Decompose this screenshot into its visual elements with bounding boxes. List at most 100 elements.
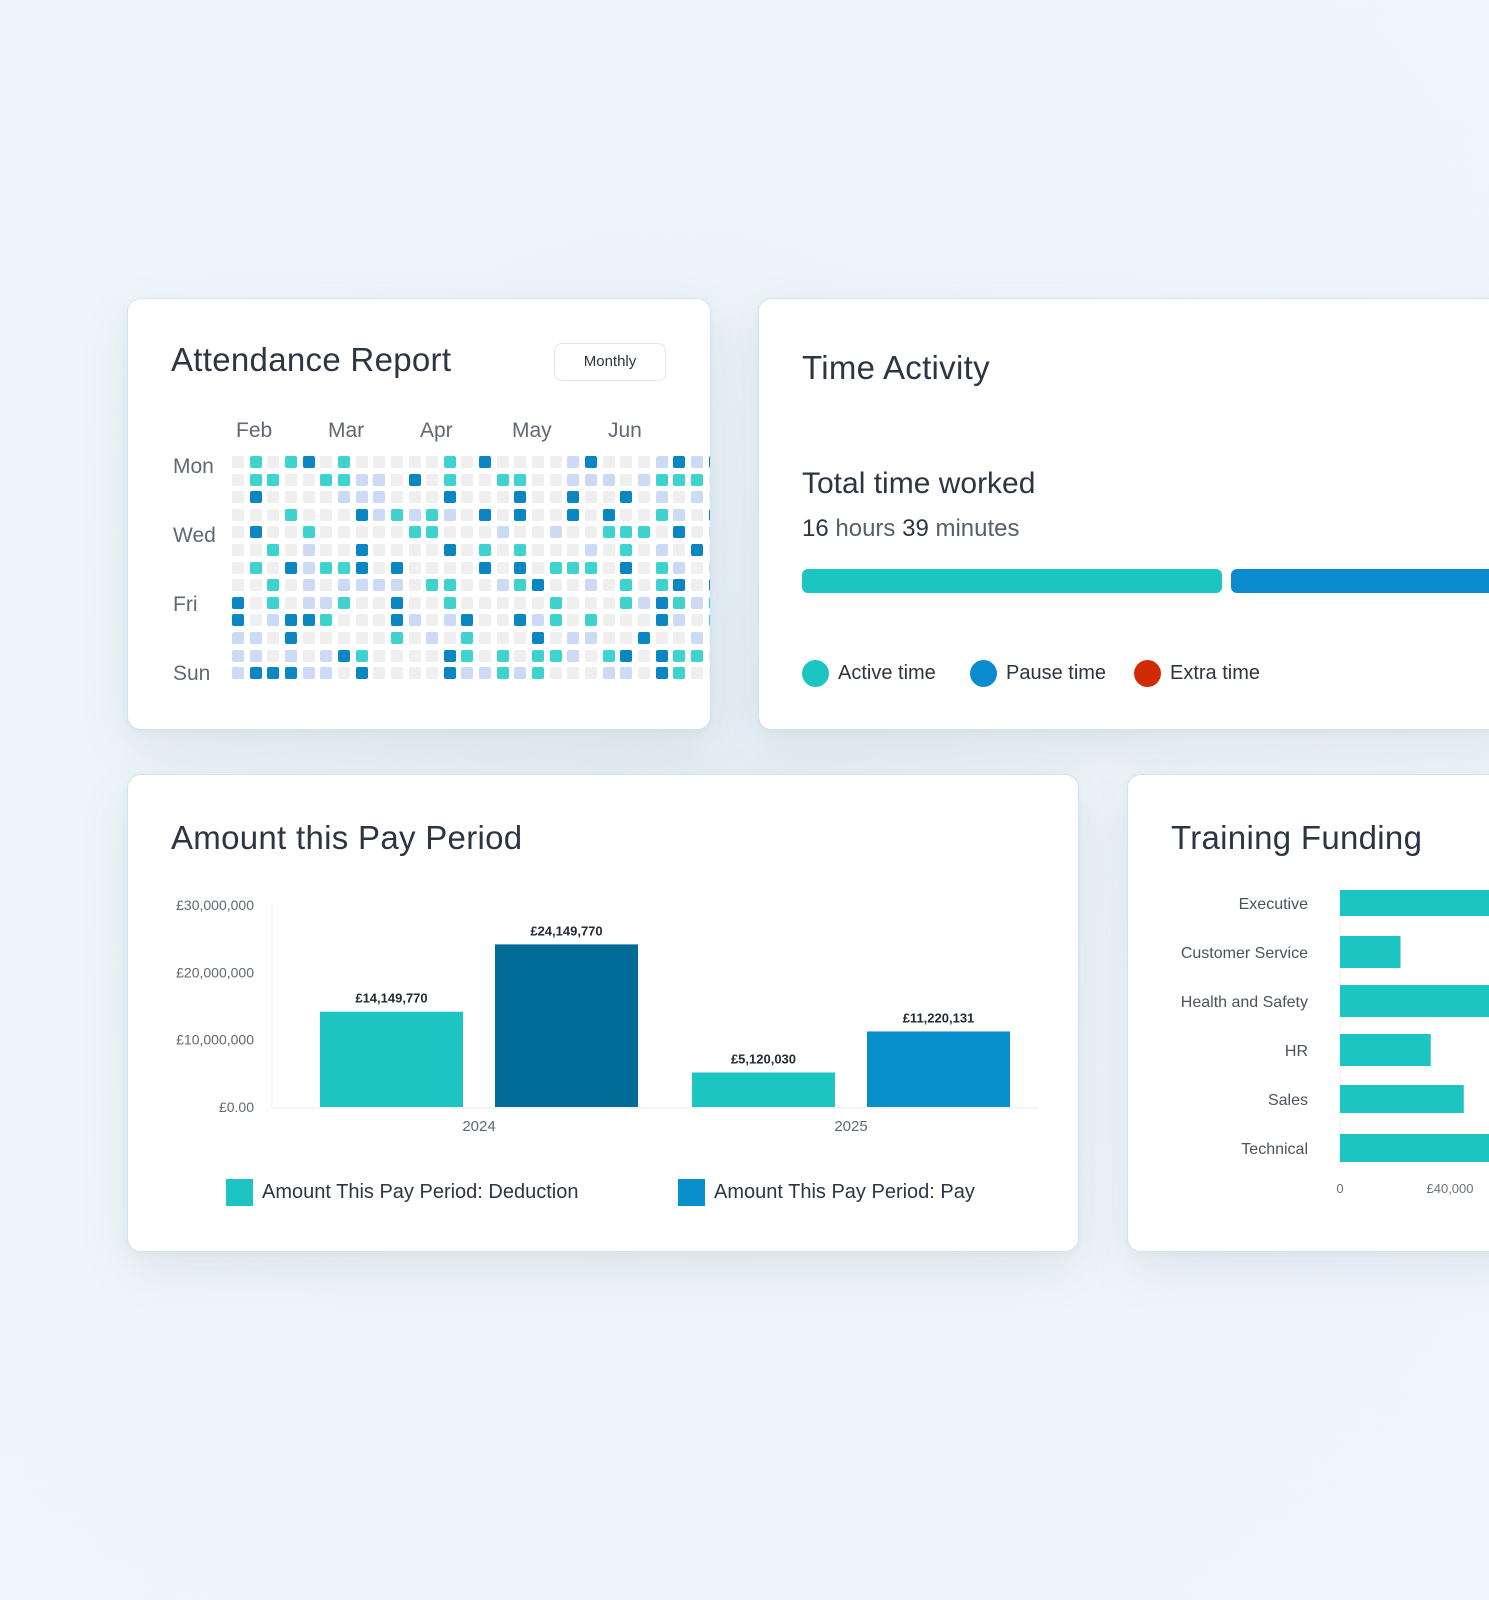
heatmap-cell — [443, 579, 456, 592]
heatmap-cell — [567, 649, 580, 662]
heatmap-cell — [461, 614, 474, 627]
heatmap-cell — [514, 526, 527, 539]
heatmap-cell — [408, 561, 421, 574]
bar-pay — [867, 1031, 1010, 1107]
heatmap-cell — [232, 526, 244, 539]
heatmap-cell — [232, 544, 244, 556]
legend-deduction: Amount This Pay Period: Deduction — [226, 1179, 578, 1206]
heatmap-cell — [532, 544, 545, 556]
funding-bar — [1340, 985, 1489, 1017]
heatmap-cell — [637, 544, 650, 556]
heatmap-cell — [655, 632, 668, 644]
heatmap-cell — [337, 561, 350, 574]
heatmap-cell — [673, 632, 686, 644]
heatmap-cell — [461, 561, 474, 574]
heatmap-cell — [249, 667, 262, 680]
heatmap-cell — [267, 456, 280, 468]
heatmap-cell — [673, 579, 686, 592]
heatmap-cell — [708, 473, 710, 486]
heatmap-cell — [620, 491, 633, 504]
heatmap-cell — [602, 614, 615, 627]
month-label: Jun — [608, 419, 642, 442]
heatmap-cell — [284, 632, 297, 644]
heatmap-cell — [408, 544, 421, 556]
day-label: Sun — [173, 662, 211, 685]
heatmap-cell — [620, 508, 633, 521]
heatmap-cell — [408, 456, 421, 468]
heatmap-cell — [479, 526, 492, 539]
heatmap-cell — [267, 491, 280, 504]
heatmap-cell — [461, 526, 474, 539]
heatmap-cell — [514, 596, 527, 609]
active-time-dot-icon — [802, 659, 829, 687]
heatmap-cell — [267, 526, 280, 539]
heatmap-cell — [373, 632, 386, 644]
heatmap-cell — [249, 491, 262, 504]
heatmap-cell — [408, 632, 421, 644]
heatmap-cell — [284, 649, 297, 662]
y-tick-label: £30,000,000 — [176, 897, 254, 913]
heatmap-cell — [602, 456, 615, 468]
heatmap-cell — [337, 526, 350, 539]
month-label: May — [512, 419, 552, 442]
y-tick-label: £10,000,000 — [176, 1032, 254, 1048]
heatmap-cell — [355, 456, 368, 468]
heatmap-cell — [532, 491, 545, 504]
heatmap-cell — [390, 473, 403, 486]
heatmap-cell — [673, 614, 686, 627]
heatmap-cell — [514, 508, 527, 521]
heatmap-cell — [585, 649, 597, 662]
heatmap-cell — [602, 491, 615, 504]
heatmap-cell — [249, 614, 262, 627]
heatmap-cell — [426, 667, 439, 680]
heatmap-cell — [320, 632, 333, 644]
heatmap-cell — [567, 596, 580, 609]
heatmap-cell — [373, 667, 386, 680]
category-label: Health and Safety — [1181, 994, 1308, 1011]
category-label: Customer Service — [1181, 945, 1308, 962]
heatmap-cell — [514, 491, 527, 504]
heatmap-cell — [532, 632, 545, 644]
heatmap-cell — [355, 491, 368, 504]
heatmap-cell — [673, 561, 686, 574]
heatmap-cell — [708, 667, 710, 680]
heatmap-cell — [673, 667, 686, 680]
legend-label: Active time — [838, 661, 936, 684]
heatmap-cell — [249, 561, 262, 574]
heatmap-cell — [232, 649, 244, 662]
period-select-button[interactable]: Monthly — [554, 343, 666, 381]
heatmap-cell — [302, 614, 315, 627]
heatmap-cell — [567, 526, 580, 539]
heatmap-cell — [249, 456, 262, 468]
heatmap-cell — [337, 473, 350, 486]
heatmap-cell — [620, 456, 633, 468]
legend-label: Extra time — [1170, 661, 1261, 684]
heatmap-cell — [532, 649, 545, 662]
legend-label: Pause time — [1006, 661, 1107, 684]
heatmap-cell — [479, 456, 492, 468]
heatmap-cell — [567, 614, 580, 627]
heatmap-cell — [337, 544, 350, 556]
funding-bar — [1340, 1085, 1464, 1113]
heatmap-cell — [337, 596, 350, 609]
heatmap-cell — [708, 579, 710, 592]
legend-extra-time: Extra time — [1134, 659, 1260, 687]
heatmap-cell — [549, 544, 562, 556]
heatmap-cell — [461, 667, 474, 680]
heatmap-cell — [602, 508, 615, 521]
heatmap-cell — [549, 649, 562, 662]
heatmap-cell — [337, 649, 350, 662]
heatmap-cell — [426, 491, 439, 504]
heatmap-cell — [443, 596, 456, 609]
heatmap-cell — [443, 667, 456, 680]
heatmap-cell — [602, 579, 615, 592]
heatmap-cell — [620, 526, 633, 539]
heatmap-cell — [267, 667, 280, 680]
heatmap-cell — [373, 649, 386, 662]
x-tick-label: 2024 — [462, 1118, 495, 1135]
heatmap-cell — [355, 544, 368, 556]
bar-pay — [495, 944, 638, 1107]
heatmap-cell — [496, 632, 509, 644]
pay-period-title: Amount this Pay Period — [171, 819, 523, 856]
extra-time-dot-icon — [1134, 659, 1161, 687]
